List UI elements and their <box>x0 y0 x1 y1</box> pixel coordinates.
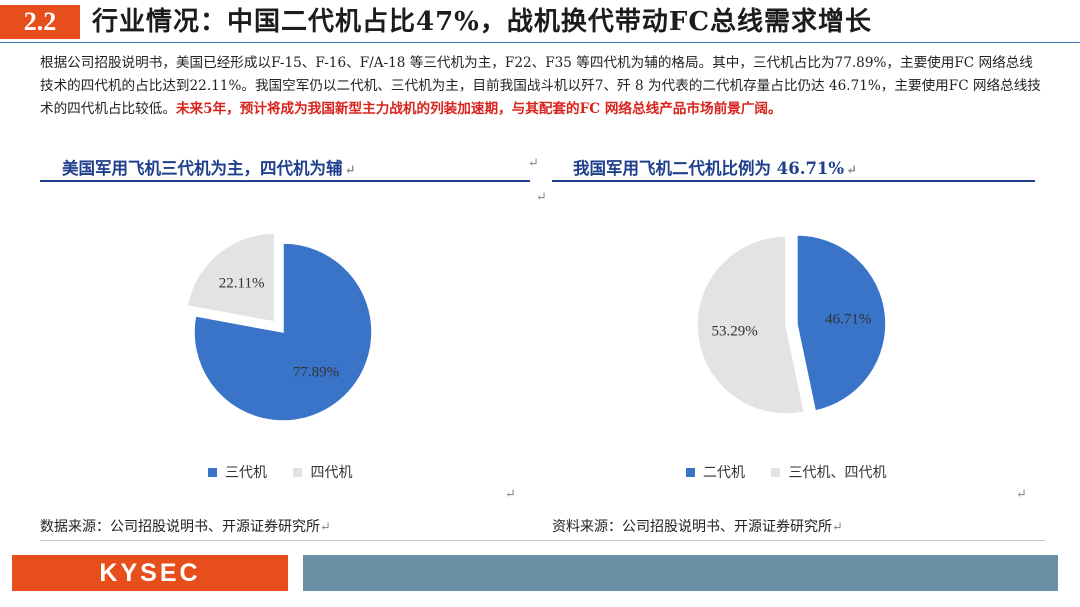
left-subtitle-text: 美国军用飞机三代机为主，四代机为辅 <box>62 159 343 178</box>
paragraph-mark: ↵ <box>528 156 539 171</box>
pie-data-label: 77.89% <box>293 365 339 381</box>
legend-label: 二代机 <box>703 465 745 481</box>
intro-paragraph: 根据公司招股说明书，美国已经形成以F-15、F-16、F/A-18 等三代机为主… <box>40 52 1045 121</box>
paragraph-mark: ↵ <box>344 163 356 178</box>
left-chart-subtitle: 美国军用飞机三代机为主，四代机为辅 ↵ <box>62 155 355 179</box>
legend-label: 四代机 <box>310 465 353 481</box>
legend-label: 三代机、四代机 <box>788 465 887 481</box>
right-chart-source: 资料来源：公司招股说明书、开源证券研究所↵ <box>552 516 843 536</box>
right-chart-legend: 二代机 三代机、四代机 <box>686 462 908 482</box>
pie-slice-1 <box>193 242 373 422</box>
left-source-text: 数据来源：公司招股说明书、开源证券研究所 <box>40 519 320 535</box>
legend-swatch <box>208 467 217 477</box>
legend-swatch <box>293 467 303 477</box>
legend-item: 二代机 <box>686 465 745 481</box>
right-chart-subtitle: 我国军用飞机二代机比例为 46.71% ↵ <box>573 155 857 179</box>
legend-item: 三代机 <box>208 465 267 481</box>
pie-data-label: 53.29% <box>712 323 758 339</box>
page-title: 行业情况：中国二代机占比47%，战机换代带动FC总线需求增长 <box>92 7 873 37</box>
pie-data-label: 46.71% <box>825 312 871 328</box>
intro-highlight: 未来5年，预计将成为我国新型主力战机的列装加速期，与其配套的FC 网络总线产品市… <box>175 101 782 117</box>
intro-text: 根据公司招股说明书，美国已经形成以F-15、F-16、F/A-18 等三代机为主… <box>40 55 1041 117</box>
footer-divider <box>40 540 1045 541</box>
legend-item: 四代机 <box>293 465 352 481</box>
kysec-logo: KYSEC <box>12 555 288 591</box>
legend-swatch <box>771 467 781 477</box>
right-subtitle-underline <box>552 180 1035 182</box>
paragraph-mark: ↵ <box>846 163 857 178</box>
paragraph-mark: ↵ <box>536 190 547 205</box>
footer-bar <box>303 555 1058 591</box>
left-chart-source: 数据来源：公司招股说明书、开源证券研究所↵ <box>40 516 331 536</box>
legend-swatch <box>686 467 695 477</box>
pie-slice-2 <box>696 235 806 415</box>
header-divider <box>0 42 1080 43</box>
paragraph-mark: ↵ <box>320 520 331 535</box>
pie-slice-1 <box>796 234 887 412</box>
left-subtitle-underline <box>40 180 530 182</box>
legend-label: 三代机 <box>225 465 267 481</box>
section-number-badge: 2.2 <box>0 5 80 39</box>
paragraph-mark: ↵ <box>505 487 516 502</box>
pie-slice-2 <box>186 232 276 323</box>
paragraph-mark: ↵ <box>1016 487 1027 502</box>
left-chart-legend: 三代机 四代机 <box>208 462 374 482</box>
right-source-text: 资料来源：公司招股说明书、开源证券研究所 <box>552 519 832 535</box>
pie-data-label: 22.11% <box>219 275 265 291</box>
paragraph-mark: ↵ <box>832 520 843 535</box>
legend-item: 三代机、四代机 <box>771 465 886 481</box>
right-subtitle-text: 我国军用飞机二代机比例为 46.71% <box>573 159 845 178</box>
